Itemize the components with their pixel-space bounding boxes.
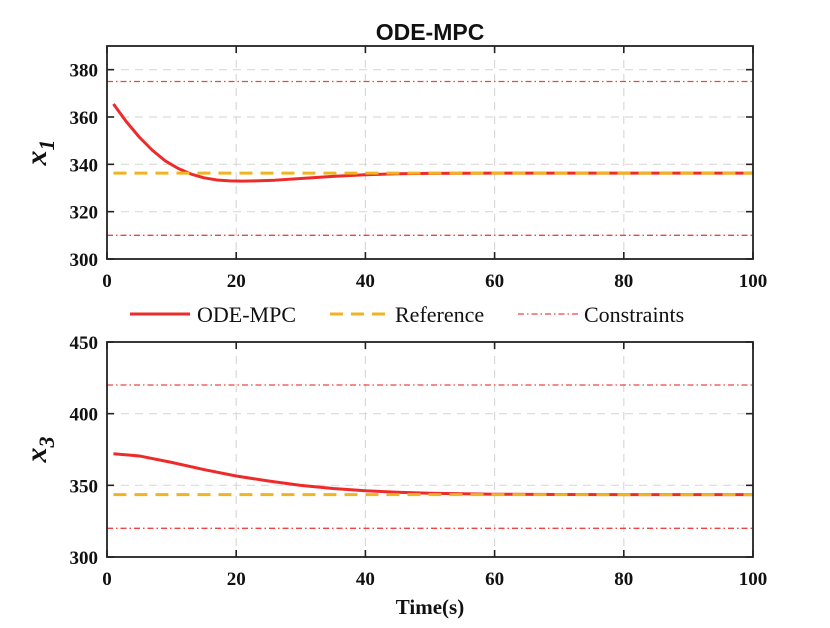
y-tick-label: 400 bbox=[70, 405, 99, 426]
x-tick-label: 20 bbox=[227, 569, 246, 590]
y-tick-label: 300 bbox=[70, 548, 99, 569]
y-tick-label: 350 bbox=[70, 476, 99, 497]
series-line-ode-mpc bbox=[113, 452, 753, 497]
plot-frame bbox=[106, 45, 754, 260]
x-tick-label: 40 bbox=[356, 569, 375, 590]
legend-label-reference: Reference bbox=[395, 302, 484, 327]
legend-label-constraints: Constraints bbox=[584, 302, 684, 327]
panel-x3: 0 20 40 60 80 100 300 350 400 450 x3 bbox=[20, 333, 767, 590]
y-tick-label: 320 bbox=[70, 203, 99, 224]
x-axis-label: Time(s) bbox=[396, 595, 464, 619]
x-tick-label: 0 bbox=[102, 271, 112, 292]
plot-frame bbox=[106, 341, 754, 558]
y-tick-label: 300 bbox=[70, 250, 99, 271]
y-axis-label: x3 bbox=[20, 437, 59, 464]
y-tick-label: 340 bbox=[70, 155, 99, 176]
x-tick-label: 60 bbox=[485, 271, 504, 292]
x-tick-label: 100 bbox=[739, 271, 768, 292]
y-tick-label: 450 bbox=[70, 333, 99, 354]
x-tick-label: 80 bbox=[614, 569, 633, 590]
x-tick-label: 80 bbox=[614, 271, 633, 292]
x-tick-label: 20 bbox=[227, 271, 246, 292]
x-tick-label: 60 bbox=[485, 569, 504, 590]
legend: ODE-MPC Reference Constraints bbox=[130, 302, 684, 327]
series-line-ode-mpc bbox=[112, 103, 753, 183]
x-tick-label: 100 bbox=[739, 569, 768, 590]
legend-label-ode-mpc: ODE-MPC bbox=[197, 302, 296, 327]
y-tick-label: 360 bbox=[70, 108, 99, 129]
y-tick-label: 380 bbox=[70, 61, 99, 82]
y-axis-label: x1 bbox=[20, 140, 59, 167]
panel-x1: 0 20 40 60 80 100 300 320 340 360 380 x1 bbox=[20, 45, 768, 292]
x-tick-label: 40 bbox=[356, 271, 375, 292]
chart-title: ODE-MPC bbox=[376, 19, 485, 45]
x-tick-label: 0 bbox=[102, 569, 112, 590]
